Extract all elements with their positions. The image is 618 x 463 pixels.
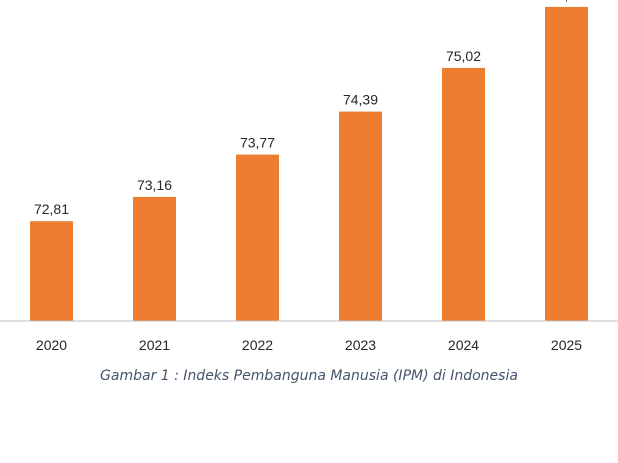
bar-2021 [133, 196, 176, 321]
data-label-2020: 72,81 [34, 201, 69, 217]
x-tick-label-2023: 2023 [345, 337, 376, 353]
figure-caption: Gambar 1 : Indeks Pembanguna Manusia (IP… [100, 368, 518, 384]
x-tick-label-2025: 2025 [551, 337, 582, 353]
x-tick-label-2022: 2022 [242, 337, 273, 353]
bar-2024 [442, 67, 485, 322]
data-label-2022: 73,77 [240, 135, 275, 151]
bar-2020 [30, 221, 73, 321]
x-tick-label-2024: 2024 [448, 337, 479, 353]
bar-2025 [545, 6, 588, 322]
data-label-2023: 74,39 [343, 92, 378, 108]
bar-2023 [339, 111, 382, 321]
data-label-2024: 75,02 [446, 48, 481, 64]
bar-2022 [236, 154, 279, 321]
x-tick-label-2020: 2020 [36, 337, 67, 353]
data-label-2025: 75,90 [549, 0, 584, 3]
data-labels-group: 72,81 73,16 73,77 74,39 75,02 75,90 [34, 0, 584, 217]
data-label-2021: 73,16 [137, 177, 172, 193]
x-tick-label-2021: 2021 [139, 337, 170, 353]
bars-group [30, 6, 588, 322]
x-tick-labels-group: 2020 2021 2022 2023 2024 2025 [36, 337, 582, 353]
